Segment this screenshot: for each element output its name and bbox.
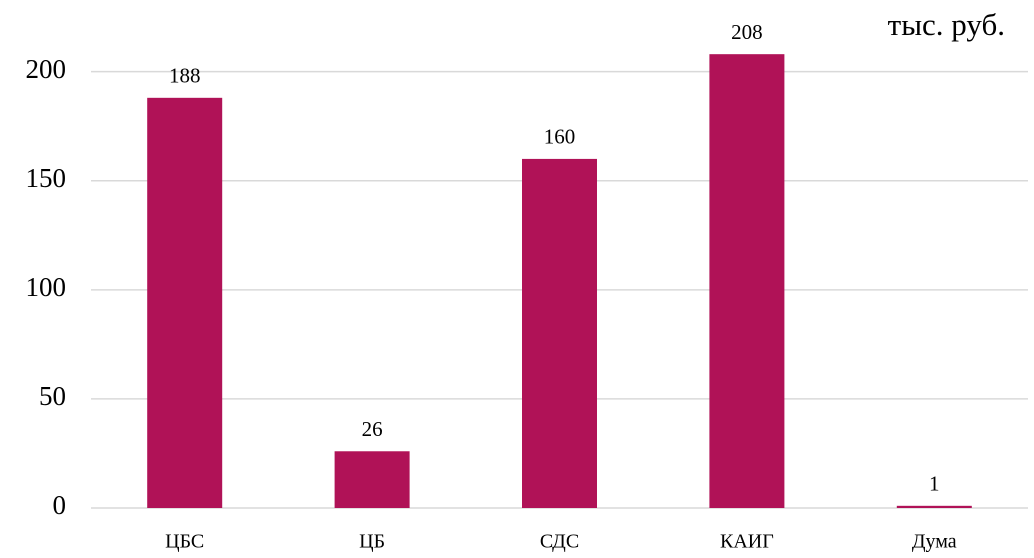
value-label: 26 [362, 417, 383, 441]
y-tick-label: 0 [53, 490, 67, 520]
bar [147, 97, 223, 509]
bar [334, 451, 410, 508]
unit-label: тыс. руб. [888, 7, 1005, 42]
y-tick-label: 200 [26, 54, 67, 84]
value-label: 208 [731, 20, 763, 44]
value-label: 1 [929, 472, 940, 496]
y-tick-label: 100 [26, 272, 67, 302]
x-tick-label: Дума [912, 531, 957, 553]
value-label: 188 [169, 64, 201, 88]
bar [896, 505, 972, 508]
x-tick-label: ЦБ [359, 531, 385, 553]
value-label: 160 [544, 125, 576, 149]
y-tick-label: 50 [39, 381, 66, 411]
bar [522, 158, 597, 508]
y-tick-label: 150 [26, 163, 67, 193]
x-tick-label: ЦБС [165, 531, 204, 553]
x-tick-label: КАИГ [720, 531, 774, 553]
x-tick-label: СДС [540, 531, 579, 553]
bar [709, 54, 785, 508]
